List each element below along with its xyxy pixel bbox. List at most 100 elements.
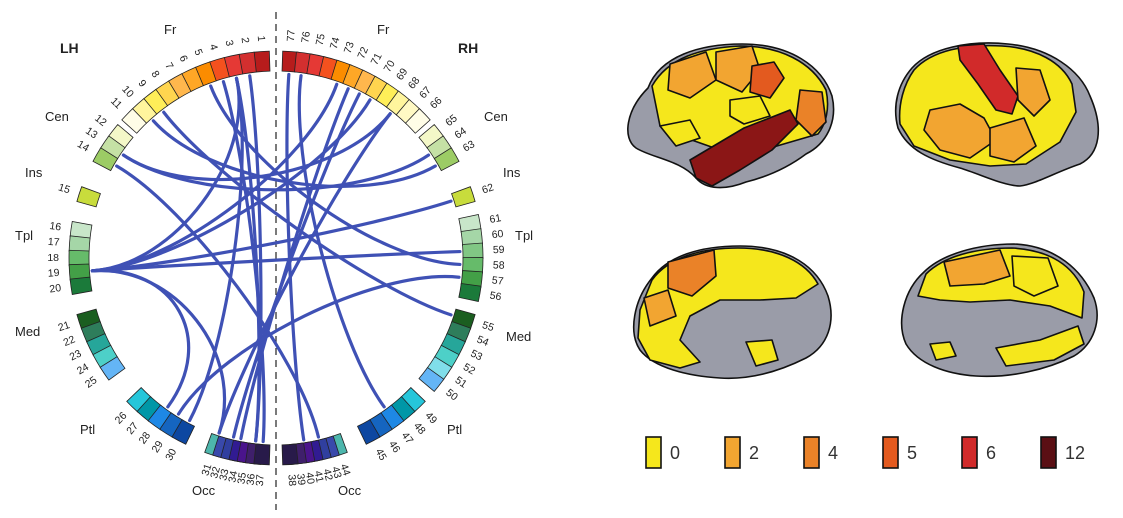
legend-swatch-12 (1040, 436, 1057, 469)
node-number-75: 75 (314, 33, 328, 47)
connection-edges (90, 72, 462, 444)
node-segment-66 (404, 108, 431, 134)
connection-edge (285, 72, 306, 442)
legend-swatch-5 (882, 436, 899, 469)
node-number-10: 10 (119, 83, 136, 100)
lobe-label-right-ptl: Ptl (447, 422, 462, 437)
node-number-23: 23 (68, 347, 84, 363)
node-number-61: 61 (489, 212, 503, 226)
legend-label-12: 12 (1065, 443, 1085, 463)
node-segment-14 (92, 147, 119, 172)
node-number-46: 46 (386, 439, 402, 455)
node-number-64: 64 (452, 125, 469, 142)
node-number-20: 20 (49, 282, 62, 296)
brain-medial-right (900, 243, 1098, 378)
node-number-33: 33 (217, 468, 231, 482)
node-segment-45 (357, 419, 381, 445)
node-number-25: 25 (83, 374, 100, 391)
node-number-2: 2 (238, 37, 251, 45)
node-number-65: 65 (443, 112, 460, 129)
node-number-6: 6 (177, 53, 190, 64)
legend-swatch-6 (961, 436, 978, 469)
node-number-74: 74 (328, 36, 343, 51)
node-number-36: 36 (245, 473, 258, 486)
node-number-9: 9 (135, 78, 148, 90)
connection-edge (90, 269, 226, 435)
node-number-62: 62 (480, 181, 495, 196)
node-number-28: 28 (137, 430, 154, 447)
node-number-31: 31 (199, 462, 214, 477)
color-legend: 0 2 4 5 6 12 (645, 436, 1085, 469)
node-segment-9 (143, 88, 169, 115)
legend-label-6: 6 (986, 443, 996, 463)
node-number-1: 1 (255, 35, 267, 42)
node-number-50: 50 (443, 387, 460, 404)
lobe-label-right-cen: Cen (484, 109, 508, 124)
lobe-label-left-occ: Occ (192, 483, 216, 498)
node-number-45: 45 (373, 447, 389, 463)
hemisphere-label-right: RH (458, 40, 478, 56)
legend-swatch-2 (724, 436, 741, 469)
node-number-35: 35 (235, 471, 249, 485)
node-number-63: 63 (461, 138, 477, 154)
node-number-54: 54 (475, 334, 490, 350)
lobe-label-right-med: Med (506, 329, 531, 344)
node-number-77: 77 (285, 29, 298, 42)
node-number-49: 49 (423, 410, 440, 427)
node-number-43: 43 (329, 465, 344, 480)
node-number-19: 19 (47, 267, 60, 280)
node-ring (68, 50, 484, 466)
connection-edge (90, 98, 372, 273)
node-number-22: 22 (62, 333, 77, 349)
node-number-53: 53 (469, 348, 485, 364)
node-segment-11 (121, 108, 148, 134)
node-number-70: 70 (382, 58, 398, 74)
legend-label-5: 5 (907, 443, 917, 463)
node-number-29: 29 (150, 439, 166, 455)
brain-lateral-right (894, 42, 1100, 187)
node-segment-17 (68, 235, 91, 253)
node-segment-62 (451, 186, 476, 208)
node-segment-25 (99, 356, 126, 381)
node-number-7: 7 (162, 60, 175, 71)
legend-swatch-4 (803, 436, 820, 469)
hemisphere-label-left: LH (60, 40, 79, 56)
node-number-73: 73 (342, 40, 357, 55)
brain-lateral-left (627, 43, 835, 189)
node-segment-5 (194, 61, 217, 87)
node-number-44: 44 (338, 462, 353, 477)
connection-edge (115, 164, 321, 439)
node-number-51: 51 (453, 374, 470, 391)
connection-edge (176, 274, 461, 416)
node-segment-20 (69, 276, 93, 295)
node-number-47: 47 (399, 430, 416, 447)
node-number-58: 58 (493, 259, 505, 271)
lobe-label-right-ins: Ins (503, 165, 521, 180)
brain-medial-left (633, 245, 832, 380)
legend-label-4: 4 (828, 443, 838, 463)
node-segment-56 (458, 283, 482, 303)
node-number-41: 41 (312, 470, 326, 484)
node-segment-15 (76, 186, 101, 208)
node-number-12: 12 (92, 112, 109, 129)
lobe-label-left-cen: Cen (45, 109, 69, 124)
node-number-39: 39 (294, 473, 307, 486)
node-number-11: 11 (108, 95, 124, 111)
node-segment-8 (155, 80, 180, 107)
node-segment-30 (171, 419, 195, 445)
node-number-71: 71 (369, 51, 385, 67)
node-segment-3 (223, 53, 244, 78)
node-number-72: 72 (355, 45, 371, 61)
lobe-label-left-ptl: Ptl (80, 422, 95, 437)
node-number-37: 37 (254, 474, 267, 487)
node-number-34: 34 (226, 470, 240, 484)
node-number-32: 32 (208, 465, 223, 480)
connection-edge (248, 74, 263, 443)
node-number-16: 16 (49, 220, 62, 234)
node-segment-10 (131, 98, 158, 124)
node-number-27: 27 (124, 420, 141, 437)
node-number-17: 17 (47, 236, 60, 249)
node-segment-59 (462, 242, 484, 259)
connection-edge (121, 153, 431, 192)
